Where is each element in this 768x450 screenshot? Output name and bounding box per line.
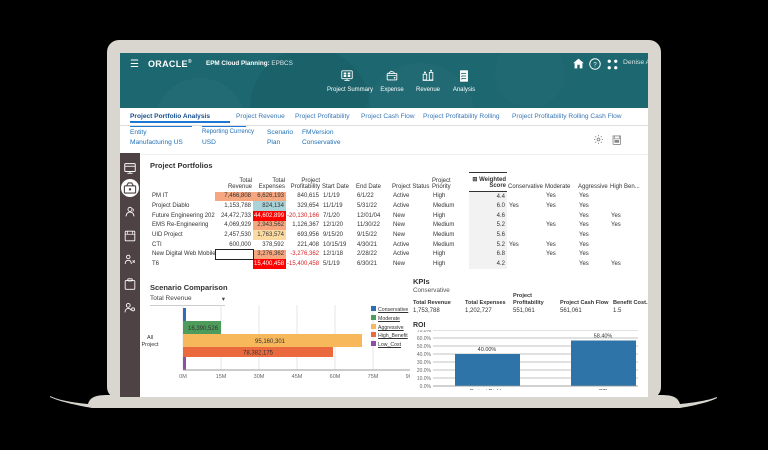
svg-text:58.40%: 58.40% xyxy=(594,334,613,340)
svg-text:16,390,526: 16,390,526 xyxy=(188,326,219,332)
svg-text:30.0%: 30.0% xyxy=(417,360,432,366)
svg-text:Project: Project xyxy=(141,342,159,348)
svg-text:20.0%: 20.0% xyxy=(417,368,432,374)
svg-text:95,160,301: 95,160,301 xyxy=(255,339,286,345)
svg-text:15M: 15M xyxy=(216,374,227,380)
svg-text:90M: 90M xyxy=(406,374,410,380)
svg-text:Project Diablo: Project Diablo xyxy=(470,389,504,390)
svg-text:70.0%: 70.0% xyxy=(417,330,432,334)
svg-text:All: All xyxy=(147,335,153,341)
svg-text:45M: 45M xyxy=(292,374,303,380)
svg-text:60M: 60M xyxy=(330,374,341,380)
svg-text:50.0%: 50.0% xyxy=(417,344,432,350)
svg-text:?: ? xyxy=(593,63,597,69)
svg-text:40.0%: 40.0% xyxy=(417,352,432,358)
svg-text:60.0%: 60.0% xyxy=(417,336,432,342)
svg-text:40.00%: 40.00% xyxy=(478,347,497,353)
svg-text:30M: 30M xyxy=(254,374,265,380)
svg-text:0.0%: 0.0% xyxy=(420,384,432,390)
svg-text:75M: 75M xyxy=(368,374,379,380)
svg-text:10.0%: 10.0% xyxy=(417,376,432,382)
svg-text:78,382,175: 78,382,175 xyxy=(243,351,274,357)
svg-text:0M: 0M xyxy=(179,374,187,380)
svg-text:CTI: CTI xyxy=(599,389,608,390)
